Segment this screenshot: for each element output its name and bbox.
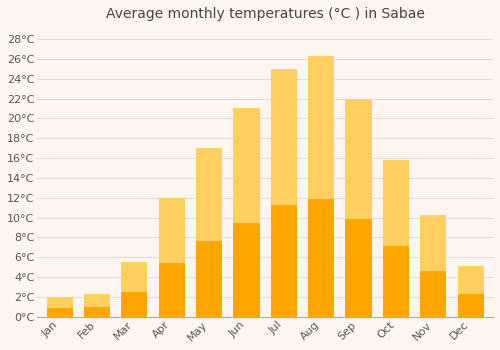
Bar (308, 199, 334, 317)
Bar (46, 308, 72, 317)
Bar (122, 262, 148, 292)
Bar (196, 241, 222, 317)
Bar (270, 69, 297, 205)
Bar (122, 292, 148, 317)
Bar (308, 56, 334, 199)
Bar (346, 219, 372, 317)
Bar (158, 263, 185, 317)
Bar (234, 108, 260, 223)
Bar (84, 294, 110, 307)
Title: Average monthly temperatures (°C ) in Sabae: Average monthly temperatures (°C ) in Sa… (106, 7, 424, 21)
Bar (196, 148, 222, 241)
Bar (234, 223, 260, 317)
Bar (270, 205, 297, 317)
Bar (420, 271, 446, 317)
Bar (383, 160, 409, 246)
Bar (458, 266, 483, 294)
Bar (84, 307, 110, 317)
Bar (420, 215, 446, 271)
Bar (383, 246, 409, 317)
Bar (346, 98, 372, 219)
Bar (458, 294, 483, 317)
Bar (46, 297, 72, 308)
Bar (158, 198, 185, 263)
